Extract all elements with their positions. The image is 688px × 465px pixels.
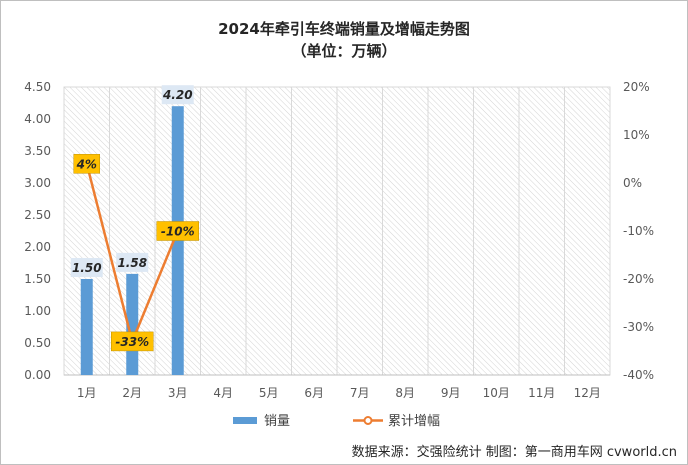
right-tick-label: -10% bbox=[623, 224, 654, 238]
left-tick-label: 1.00 bbox=[24, 304, 51, 318]
left-tick-label: 3.50 bbox=[24, 144, 51, 158]
bar-label-bg bbox=[70, 258, 103, 277]
line-value-label: -10% bbox=[161, 225, 195, 239]
x-tick-label: 9月 bbox=[441, 386, 461, 400]
x-tick-label: 5月 bbox=[259, 386, 279, 400]
left-tick-label: 2.50 bbox=[24, 208, 51, 222]
legend: 销量 累计增幅 bbox=[233, 414, 440, 429]
right-tick-label: 0% bbox=[623, 176, 642, 190]
left-tick-label: 0.00 bbox=[24, 368, 51, 382]
left-tick-label: 4.00 bbox=[24, 112, 51, 126]
right-tick-label: -40% bbox=[623, 368, 654, 382]
line-labels: 4% -33% -10% bbox=[73, 154, 199, 352]
legend-bar-label: 销量 bbox=[264, 414, 290, 429]
right-tick-label: 10% bbox=[623, 128, 650, 142]
x-tick-label: 10月 bbox=[483, 386, 510, 400]
x-tick-label: 4月 bbox=[213, 386, 233, 400]
line-label-bg bbox=[156, 221, 199, 241]
left-axis: 0.00 0.50 1.00 1.50 2.00 2.50 3.00 3.50 4.00 4.50 bbox=[24, 80, 51, 382]
left-tick-label: 1.50 bbox=[24, 272, 51, 286]
x-tick-label: 8月 bbox=[395, 386, 415, 400]
left-tick-label: 3.00 bbox=[24, 176, 51, 190]
gridlines bbox=[109, 87, 565, 375]
bar bbox=[80, 279, 93, 375]
x-tick-label: 6月 bbox=[304, 386, 324, 400]
bar-value-label: 1.58 bbox=[117, 256, 147, 270]
x-tick-label: 2月 bbox=[122, 386, 142, 400]
bar-labels: 1.50 1.58 4.20 bbox=[70, 85, 194, 277]
x-tick-label: 1月 bbox=[77, 386, 97, 400]
chart-title: 2024年牵引车终端销量及增幅走势图 bbox=[218, 20, 470, 38]
bar-label-bg bbox=[116, 252, 149, 272]
x-tick-label: 11月 bbox=[528, 386, 555, 400]
x-tick-label: 12月 bbox=[574, 386, 601, 400]
x-tick-label: 3月 bbox=[168, 386, 188, 400]
legend-line-label: 累计增幅 bbox=[388, 414, 440, 429]
x-tick-label: 7月 bbox=[350, 386, 370, 400]
line-label-bg bbox=[73, 154, 100, 174]
legend-line-marker bbox=[363, 416, 373, 425]
left-tick-label: 4.50 bbox=[24, 80, 51, 94]
left-tick-label: 2.00 bbox=[24, 240, 51, 254]
right-tick-label: 20% bbox=[623, 80, 650, 94]
left-tick-label: 0.50 bbox=[24, 336, 51, 350]
bar-value-label: 4.20 bbox=[162, 88, 193, 102]
right-tick-label: -30% bbox=[623, 320, 654, 334]
bar-label-bg bbox=[161, 85, 194, 105]
bar-value-label: 1.50 bbox=[72, 261, 102, 275]
line-value-label: 4% bbox=[76, 157, 97, 171]
source-note: 数据来源：交强险统计 制图：第一商用车网 cvworld.cn bbox=[352, 444, 677, 460]
x-axis: 1月 2月 3月 4月 5月 6月 7月 8月 9月 10月 11月 12月 bbox=[64, 374, 610, 400]
right-tick-label: -20% bbox=[623, 272, 654, 286]
line-value-label: -33% bbox=[115, 335, 149, 349]
line-label-bg bbox=[111, 331, 154, 352]
chart-subtitle: （单位：万辆） bbox=[291, 42, 396, 60]
legend-bar-swatch bbox=[233, 417, 257, 424]
right-axis: -40% -30% -20% -10% 0% 10% 20% bbox=[623, 80, 654, 382]
